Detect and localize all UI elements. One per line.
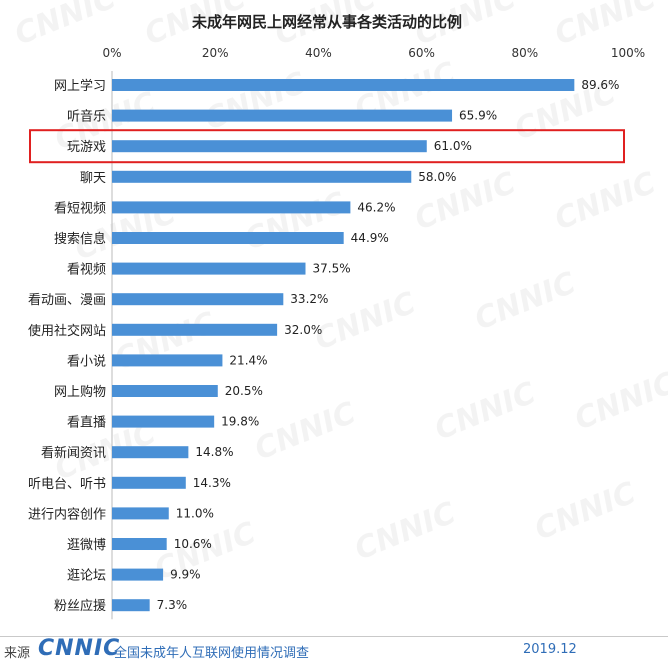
category-label: 看新闻资讯 <box>41 445 106 461</box>
category-label: 进行内容创作 <box>28 506 106 522</box>
category-label: 看动画、漫画 <box>28 292 106 308</box>
watermark-text: CNNIC <box>350 495 461 567</box>
x-tick-label: 40% <box>305 46 332 60</box>
watermark-text: CNNIC <box>200 65 311 137</box>
category-label: 看直播 <box>67 415 106 431</box>
category-label: 看短视频 <box>54 200 106 216</box>
watermark-text: CNNIC <box>550 165 661 237</box>
value-label: 44.9% <box>351 231 389 245</box>
watermark-text: CNNIC <box>530 475 641 547</box>
bar <box>112 415 215 428</box>
value-label: 20.5% <box>225 384 263 398</box>
watermark-text: CNNIC <box>470 265 581 337</box>
category-label: 使用社交网站 <box>28 323 106 339</box>
x-tick-label: 60% <box>408 46 435 60</box>
bar <box>112 323 278 336</box>
bar <box>112 568 164 581</box>
watermark-text: CNNIC <box>240 185 351 257</box>
x-tick-label: 100% <box>611 46 645 60</box>
category-label: 逛论坛 <box>67 569 106 584</box>
value-label: 19.8% <box>221 415 259 429</box>
category-label: 听电台、听书 <box>28 477 106 492</box>
value-labels: 89.6% 65.9% 61.0% 58.0% 46.2% 44.9% 37.5% 33.2%… <box>157 78 620 612</box>
value-label: 10.6% <box>174 537 212 551</box>
watermark-text: CNNIC <box>570 365 668 437</box>
chart-title: 未成年网民上网经常从事各类活动的比例 <box>191 13 462 31</box>
x-tick-label: 80% <box>511 46 538 60</box>
x-tick-label: 20% <box>202 46 229 60</box>
bar <box>112 79 575 91</box>
source-label: 来源 <box>4 646 31 661</box>
bar <box>112 293 284 306</box>
footer-rule <box>0 636 668 637</box>
category-label: 玩游戏 <box>67 140 106 155</box>
survey-date: 2019.12 <box>523 642 577 657</box>
watermark-text: CNNIC <box>250 395 361 467</box>
value-label: 33.2% <box>290 292 328 306</box>
category-label: 网上学习 <box>54 78 106 94</box>
bar <box>112 476 186 489</box>
value-label: 32.0% <box>284 323 322 337</box>
bar <box>112 109 453 122</box>
bar <box>112 599 150 612</box>
bars <box>112 79 575 612</box>
bar <box>112 385 218 397</box>
bar <box>112 354 223 367</box>
category-label: 看视频 <box>67 262 106 278</box>
bar <box>112 201 351 214</box>
value-label: 58.0% <box>418 170 456 184</box>
value-label: 14.8% <box>195 445 233 459</box>
value-label: 37.5% <box>313 262 351 276</box>
watermark-text: CNNIC <box>10 0 121 52</box>
value-label: 7.3% <box>157 598 188 612</box>
watermark-text: CNNIC <box>110 305 221 377</box>
bar <box>112 262 306 275</box>
category-label: 逛微博 <box>67 538 106 553</box>
value-label: 14.3% <box>193 476 231 490</box>
bar <box>112 538 167 550</box>
watermark-text: CNNIC <box>150 515 261 587</box>
footer: 来源 CNNIC 全国未成年人互联网使用情况调查 2019.12 <box>0 636 668 665</box>
bar <box>112 446 189 459</box>
watermark-text: CNNIC <box>430 375 541 447</box>
category-label: 聊天 <box>80 171 106 186</box>
value-label: 89.6% <box>581 78 619 92</box>
value-label: 61.0% <box>434 139 472 153</box>
x-axis-ticks: 0% 20% 40% 60% 80% 100% <box>102 46 645 60</box>
category-label: 看小说 <box>67 353 106 369</box>
bar <box>112 507 169 520</box>
bar <box>112 140 427 153</box>
bar <box>112 170 412 183</box>
category-label: 网上购物 <box>54 384 106 400</box>
value-label: 9.9% <box>170 568 201 582</box>
value-label: 65.9% <box>459 109 497 123</box>
category-label: 听音乐 <box>67 109 106 125</box>
highlight-box <box>29 129 625 164</box>
value-label: 46.2% <box>357 200 395 214</box>
x-tick-label: 0% <box>102 46 121 60</box>
category-label: 粉丝应援 <box>54 598 106 614</box>
bar <box>112 232 344 244</box>
survey-name: 全国未成年人互联网使用情况调查 <box>114 646 310 661</box>
value-label: 11.0% <box>176 506 214 520</box>
category-label: 搜索信息 <box>54 231 106 247</box>
cnnic-logo: CNNIC <box>38 636 121 661</box>
value-label: 21.4% <box>229 353 267 367</box>
watermark-text: CNNIC <box>550 0 661 52</box>
bar-chart: CNNIC CNNIC CNNIC CNNIC CNNIC CNNIC CNNIC CNNIC… <box>10 0 668 620</box>
category-labels: 网上学习听音乐玩游戏聊天看短视频搜索信息看视频看动画、漫画使用社交网站看小说网上… <box>28 78 106 614</box>
